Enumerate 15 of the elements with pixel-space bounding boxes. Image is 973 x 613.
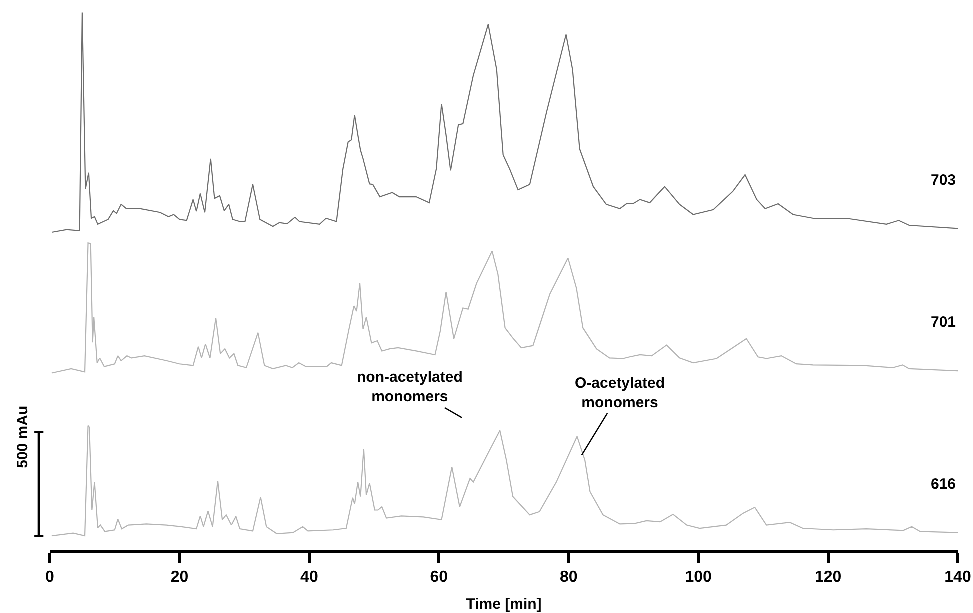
text: 616 <box>931 476 956 493</box>
x-tick-label: 0 <box>46 568 55 586</box>
text: 703 <box>931 172 956 189</box>
text: 701 <box>931 314 956 331</box>
x-tick-label: 140 <box>944 568 972 586</box>
x-tick-label: 40 <box>300 568 318 586</box>
x-tick-label: 20 <box>170 568 189 586</box>
x-tick-label: 120 <box>814 568 842 586</box>
x-tick-label: 100 <box>685 568 712 586</box>
x-tick-label: 80 <box>560 568 578 586</box>
x-tick-label: 60 <box>430 568 448 586</box>
annotation: O-acetylated monomers <box>575 375 666 412</box>
x-axis-title: Time [min] <box>466 596 542 613</box>
text: 500 mAu <box>14 406 32 468</box>
annotation: non-acetylated monomers <box>357 369 463 406</box>
